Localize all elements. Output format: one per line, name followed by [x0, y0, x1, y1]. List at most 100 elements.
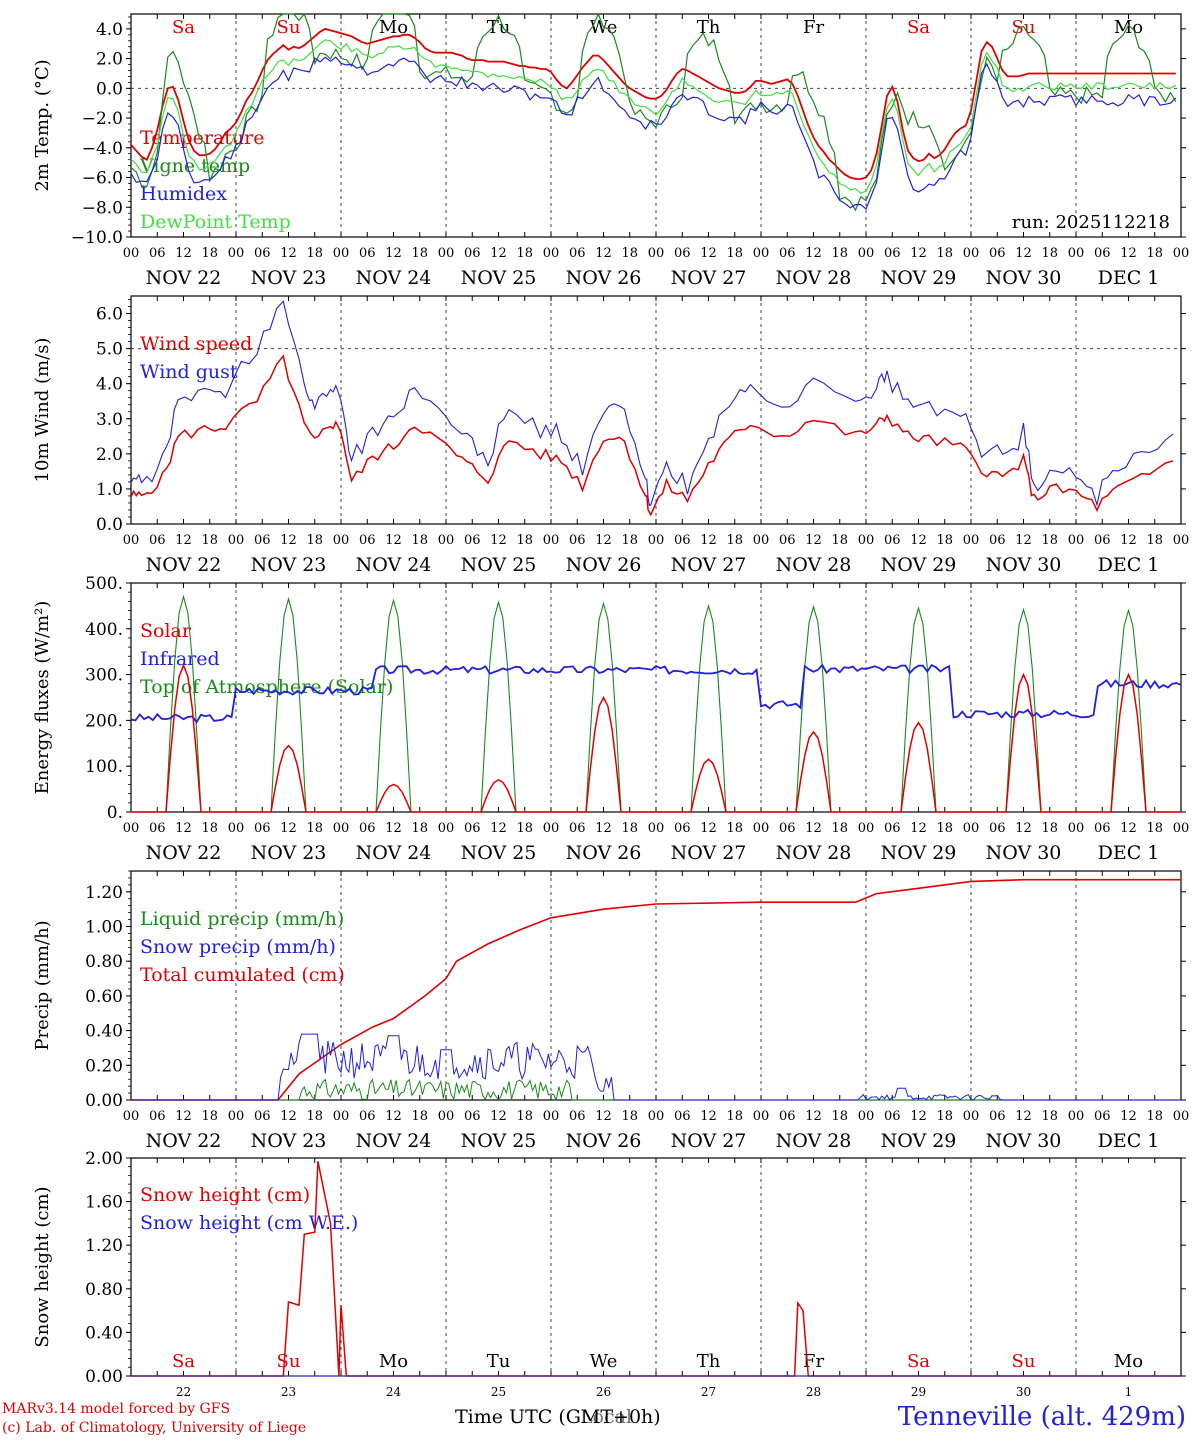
energy-day-label: NOV 29	[881, 842, 957, 864]
precip-day-label: NOV 24	[356, 1130, 432, 1152]
energy-hour-label: 06	[254, 821, 271, 836]
snow-day-number: 24	[386, 1385, 402, 1399]
wind-ylabel: 10m Wind (m/s)	[32, 338, 53, 483]
energy-hour-label: 18	[201, 821, 218, 836]
energy-hour-label: 18	[1146, 821, 1163, 836]
snow-weekday-label: Su	[277, 1351, 301, 1372]
temp-hour-label: 00	[1068, 246, 1085, 261]
energy-hour-label: 12	[595, 821, 612, 836]
snow-ytick-label: 0.80	[85, 1280, 123, 1300]
temp-hour-label: 06	[149, 246, 166, 261]
precip-hour-label: 06	[359, 1109, 376, 1124]
energy-hour-label: 06	[359, 821, 376, 836]
wind-day-label: NOV 23	[251, 554, 327, 576]
wind-hour-label: 12	[385, 533, 402, 548]
energy-day-label: DEC 1	[1098, 842, 1160, 864]
wind-hour-label: 00	[333, 533, 350, 548]
temp-hour-label: 12	[595, 246, 612, 261]
temp-weekday-label: Mo	[379, 17, 408, 38]
wind-ytick-label: 2.0	[96, 445, 123, 465]
energy-hour-label: 00	[438, 821, 455, 836]
energy-hour-label: 12	[700, 821, 717, 836]
energy-day-label: NOV 23	[251, 842, 327, 864]
precip-hour-label: 18	[1041, 1109, 1058, 1124]
precip-hour-label: 06	[149, 1109, 166, 1124]
temp-day-label: NOV 23	[251, 267, 327, 289]
precip-hour-label: 12	[595, 1109, 612, 1124]
precip-hour-label: 18	[411, 1109, 428, 1124]
temp-series-temperature	[130, 27, 1176, 180]
station-name: Tenneville (alt. 429m)	[897, 1402, 1186, 1432]
temp-ytick-label: −8.0	[82, 198, 123, 218]
energy-hour-label: 12	[910, 821, 927, 836]
precip-ylabel: Precip (mm/h)	[32, 920, 53, 1050]
temp-legend-1: Vigne temp	[139, 155, 250, 177]
energy-hour-label: 12	[1120, 821, 1137, 836]
temp-hour-label: 06	[884, 246, 901, 261]
wind-hour-label: 00	[858, 533, 875, 548]
snow-day-number: 26	[596, 1385, 611, 1399]
wind-day-label: NOV 28	[776, 554, 852, 576]
wind-hour-label: 12	[280, 533, 297, 548]
panel-energy: 0. 100. 200. 300. 400. 500. Energy fluxes (W/m…	[32, 574, 1189, 864]
precip-ytick-label: 0.60	[85, 987, 123, 1007]
wind-hour-label: 12	[175, 533, 192, 548]
precip-ytick-label: 0.80	[85, 952, 123, 972]
precip-hour-label: 00	[228, 1109, 245, 1124]
snow-weekday-label: Th	[697, 1351, 721, 1372]
snow-weekday-label: Sa	[172, 1351, 195, 1372]
temp-hour-label: 00	[543, 246, 560, 261]
wind-hour-label: 12	[805, 533, 822, 548]
temp-hour-label: 06	[569, 246, 586, 261]
precip-day-label: NOV 22	[146, 1130, 222, 1152]
temp-day-label: NOV 24	[356, 267, 432, 289]
precip-legend-1: Snow precip (mm/h)	[140, 936, 336, 958]
temp-hour-label: 00	[123, 246, 140, 261]
temp-series-vigne	[130, 12, 1177, 212]
precip-hour-label: 06	[779, 1109, 796, 1124]
energy-hour-label: 18	[936, 821, 953, 836]
temp-ytick-label: −6.0	[82, 169, 123, 189]
wind-hour-label: 06	[1094, 533, 1111, 548]
snow-day-number: 30	[1016, 1385, 1031, 1399]
temp-day-label: DEC 1	[1098, 267, 1160, 289]
temp-hour-label: 00	[753, 246, 770, 261]
temp-hour-label: 06	[674, 246, 691, 261]
energy-hour-label: 12	[280, 821, 297, 836]
precip-hour-label: 00	[543, 1109, 560, 1124]
wind-hour-label: 18	[936, 533, 953, 548]
run-label: run: 2025112218	[1012, 212, 1170, 233]
precip-hour-label: 00	[1068, 1109, 1085, 1124]
temp-hour-label: 18	[936, 246, 953, 261]
energy-day-label: NOV 25	[461, 842, 537, 864]
precip-hour-label: 12	[805, 1109, 822, 1124]
precip-hour-label: 12	[175, 1109, 192, 1124]
snow-day-number: 25	[491, 1385, 506, 1399]
precip-day-label: NOV 28	[776, 1130, 852, 1152]
wind-series-speed	[130, 354, 1174, 517]
energy-legend-2: Top of Atmosphere (Solar)	[140, 676, 393, 698]
panel-precip: 0.00 0.20 0.40 0.60 0.80 1.00 1.20 Precip (mm/h…	[32, 870, 1189, 1152]
snow-weekday-label: Su	[1012, 1351, 1036, 1372]
wind-hour-label: 00	[123, 533, 140, 548]
temp-weekday-label: Th	[697, 17, 721, 38]
precip-hour-label: 12	[1120, 1109, 1137, 1124]
wind-hour-label: 06	[884, 533, 901, 548]
snow-weekday-label: Fr	[803, 1351, 824, 1372]
wind-hour-label: 00	[228, 533, 245, 548]
energy-hour-label: 00	[1068, 821, 1085, 836]
snow-legend-1: Snow height (cm W.E.)	[140, 1212, 358, 1234]
wind-hour-label: 18	[411, 533, 428, 548]
precip-hour-label: 12	[385, 1109, 402, 1124]
temp-hour-label: 06	[989, 246, 1006, 261]
precip-hour-label: 18	[516, 1109, 533, 1124]
temp-ytick-label: 0.0	[96, 79, 123, 99]
wind-hour-label: 12	[700, 533, 717, 548]
temp-hour-label: 12	[700, 246, 717, 261]
energy-legend-1: Infrared	[140, 648, 220, 670]
snow-weekday-label: Sa	[907, 1351, 930, 1372]
temp-hour-label: 18	[306, 246, 323, 261]
temp-weekday-label: Fr	[803, 17, 824, 38]
precip-day-label: NOV 25	[461, 1130, 537, 1152]
energy-hour-label: 06	[464, 821, 481, 836]
